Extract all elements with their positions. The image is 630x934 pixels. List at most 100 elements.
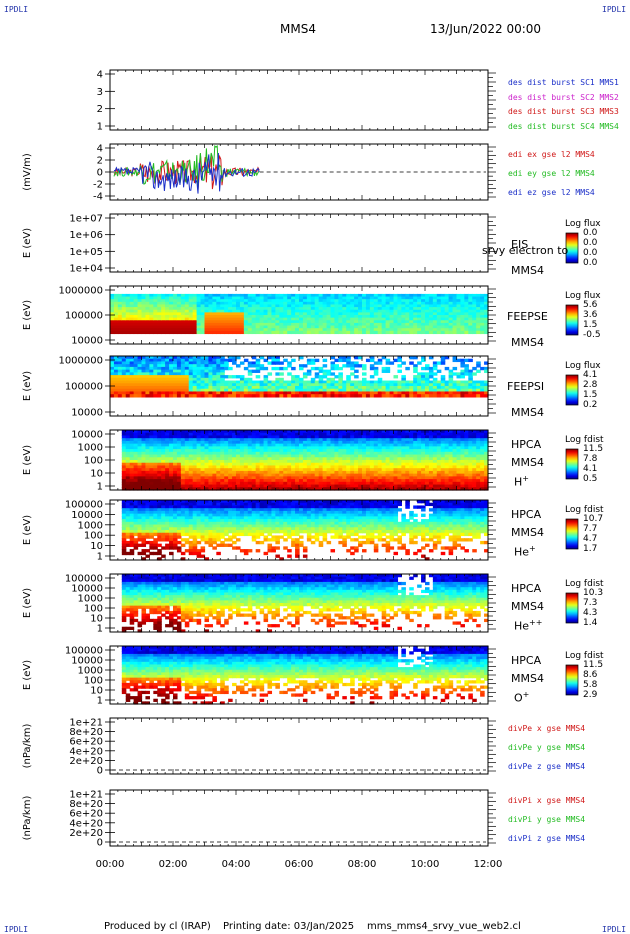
y-tick-label: 100 xyxy=(84,456,103,467)
colorbar-title: Log fdist xyxy=(565,435,604,445)
y-tick-label: 0 xyxy=(97,168,103,179)
hpca-o-spectrogram xyxy=(121,646,489,705)
y-tick-label: 1e+21 xyxy=(69,790,103,801)
species-name: O xyxy=(514,691,523,705)
efield-trace-blue xyxy=(113,152,260,194)
colorbar-tick: 11.5 xyxy=(583,444,604,454)
instrument-label: FEEPSE xyxy=(507,310,548,323)
hpca-h-panel: 10000 1000 100 10 1 E (eV) xyxy=(22,429,496,493)
y-tick-label: -4 xyxy=(93,192,103,203)
y-tick-label: 10000 xyxy=(71,336,103,347)
x-tick-label: 00:00 xyxy=(96,859,125,870)
colorbar-tick: 7.8 xyxy=(583,454,598,464)
spacecraft-label: MMS4 xyxy=(511,672,544,685)
divpe-frame xyxy=(109,717,489,775)
instrument-label: HPCA xyxy=(511,654,542,667)
y-axis-label: (nPa/km) xyxy=(22,796,33,841)
y-tick-label: 1000000 xyxy=(58,286,103,297)
colorbar xyxy=(565,592,579,624)
y-tick-label: 0 xyxy=(97,838,103,849)
legend-dist-burst-2: des dist burst SC2 MMS2 xyxy=(508,92,619,102)
colorbar-tick: 4.3 xyxy=(583,608,598,618)
spacecraft-label: MMS4 xyxy=(511,264,544,277)
y-tick-label: 10000 xyxy=(71,510,103,521)
colorbar-tick: 1.7 xyxy=(583,544,598,554)
colorbar xyxy=(565,304,579,336)
y-tick-label: 2 xyxy=(97,104,103,115)
colorbar-tick: 0.0 xyxy=(583,238,598,248)
y-tick-label: 10000 xyxy=(71,408,103,419)
colorbar-title: Log flux xyxy=(565,219,601,229)
feepsi-panel: 1000000 100000 10000 E (eV) xyxy=(22,355,496,419)
dist-burst-frame xyxy=(109,69,489,131)
colorbar xyxy=(565,374,579,406)
x-tick-label: 08:00 xyxy=(348,859,377,870)
colorbar-tick: 2.9 xyxy=(583,690,598,700)
y-tick-label: 10000 xyxy=(71,430,103,441)
y-tick-label: 1e+05 xyxy=(69,247,103,258)
colorbar-title: Log flux xyxy=(565,361,601,371)
edi-e-field-panel: 420-2-4 (mV/m) xyxy=(22,143,496,203)
y-tick-label: 6e+20 xyxy=(69,809,103,820)
legend-divpi-2: divPi y gse MMS4 xyxy=(508,815,586,824)
y-axis-label: E (eV) xyxy=(22,660,33,690)
y-tick-label: 1000 xyxy=(78,443,103,454)
hpca-h-spectrogram xyxy=(121,430,489,491)
y-tick-label: 1e+06 xyxy=(69,230,103,241)
colorbar-tick: 11.5 xyxy=(583,660,604,670)
y-tick-label: 2 xyxy=(97,156,103,167)
colorbar-tick: 0.5 xyxy=(583,474,598,484)
y-axis-label: E (eV) xyxy=(22,445,33,475)
y-tick-label: 6e+20 xyxy=(69,737,103,748)
legend-divpe-2: divPe y gse MMS4 xyxy=(508,743,586,752)
colorbar-tick: 4.1 xyxy=(583,464,598,474)
footer-produced-by: Produced by cl (IRAP) xyxy=(104,921,211,932)
colorbar-tick: 4.1 xyxy=(583,370,598,380)
y-tick-label: 1e+07 xyxy=(69,214,103,225)
y-tick-label: 1000 xyxy=(78,666,103,677)
corner-label-bottom-right: IPDLI xyxy=(602,925,627,934)
x-tick-label: 10:00 xyxy=(411,859,440,870)
corner-label-top-right: IPDLI xyxy=(602,5,627,14)
y-tick-label: 3 xyxy=(97,87,103,98)
colorbar-tick: 0.0 xyxy=(583,228,598,238)
y-tick-label: 100 xyxy=(84,604,103,615)
spacecraft-label: MMS4 xyxy=(511,406,544,419)
y-tick-label: 10000 xyxy=(71,656,103,667)
species-name: H xyxy=(514,475,523,489)
y-tick-label: 10 xyxy=(90,541,103,552)
y-tick-label: 1 xyxy=(97,122,103,133)
colorbar-tick: 0.0 xyxy=(583,248,598,258)
spacecraft-label: MMS4 xyxy=(511,600,544,613)
legend-dist-burst-1: des dist burst SC1 MMS1 xyxy=(508,78,619,87)
y-tick-label: 100000 xyxy=(65,500,103,511)
plot-datetime: 13/Jun/2022 00:00 xyxy=(430,22,542,36)
instrument-label: EIS xyxy=(511,238,529,251)
hpca-he1-spectrogram xyxy=(121,500,489,561)
y-axis-label: (mV/m) xyxy=(22,153,33,191)
y-tick-label: 10000 xyxy=(71,584,103,595)
y-tick-label: 1 xyxy=(97,696,103,707)
y-tick-label: 0 xyxy=(97,766,103,777)
y-tick-label: 100 xyxy=(84,531,103,542)
eis-frame xyxy=(109,213,489,273)
legend-divpe-3: divPe z gse MMS4 xyxy=(508,762,586,771)
y-tick-label: 1e+21 xyxy=(69,718,103,729)
y-tick-label: -2 xyxy=(93,180,103,191)
colorbar xyxy=(565,232,579,264)
colorbar xyxy=(565,518,579,550)
legend-edi-e-field-1: edi ex gse l2 MMS4 xyxy=(508,150,595,159)
y-tick-label: 100000 xyxy=(65,574,103,585)
spacecraft-label: MMS4 xyxy=(511,456,544,469)
colorbar-tick: 8.6 xyxy=(583,670,598,680)
y-axis-label: E (eV) xyxy=(22,228,33,258)
y-tick-label: 1000 xyxy=(78,594,103,605)
instrument-label: HPCA xyxy=(511,582,542,595)
species-charge: + xyxy=(522,690,530,699)
dist-burst-panel: 4 3 2 1 xyxy=(97,69,496,133)
colorbar-tick: 5.8 xyxy=(583,680,598,690)
